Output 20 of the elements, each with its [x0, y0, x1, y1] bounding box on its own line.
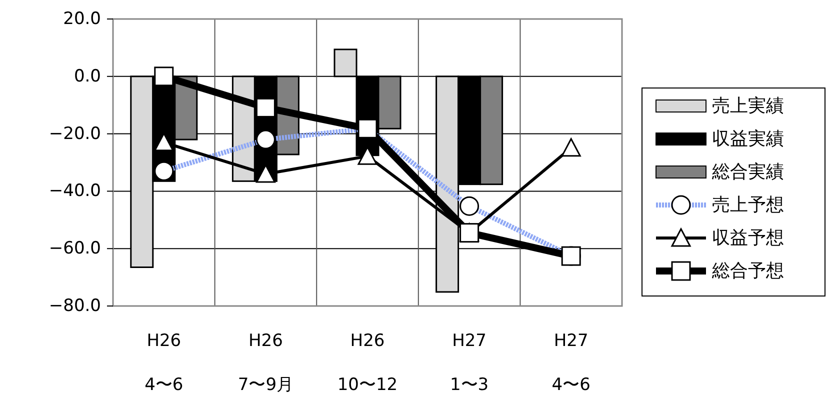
y-tick-label: −60.0: [48, 238, 101, 259]
category-label: H26 4〜6: [144, 331, 184, 395]
point: [256, 98, 276, 118]
y-tick-label: −40.0: [48, 181, 101, 202]
y-tick-label: 20.0: [63, 9, 101, 29]
point: [154, 66, 174, 86]
category-label: H27 1〜3: [450, 331, 489, 395]
y-tick-label: −80.0: [48, 296, 101, 316]
legend-label: 収益実績: [712, 128, 784, 150]
y-tick-label: −20.0: [48, 124, 101, 144]
y-tick-label: 0.0: [74, 66, 101, 86]
point: [561, 138, 581, 157]
legend-label: 総合予想: [711, 260, 784, 282]
category-label: H26 10〜12: [337, 331, 398, 395]
category-label: H26 7〜9月: [238, 331, 294, 395]
legend-label: 売上予想: [712, 194, 784, 216]
legend-label: 収益予想: [712, 228, 784, 248]
legend-label: 売上実績: [712, 96, 784, 116]
legend-label: 総合実績: [711, 162, 784, 182]
category-label: H27 4〜6: [552, 331, 590, 395]
